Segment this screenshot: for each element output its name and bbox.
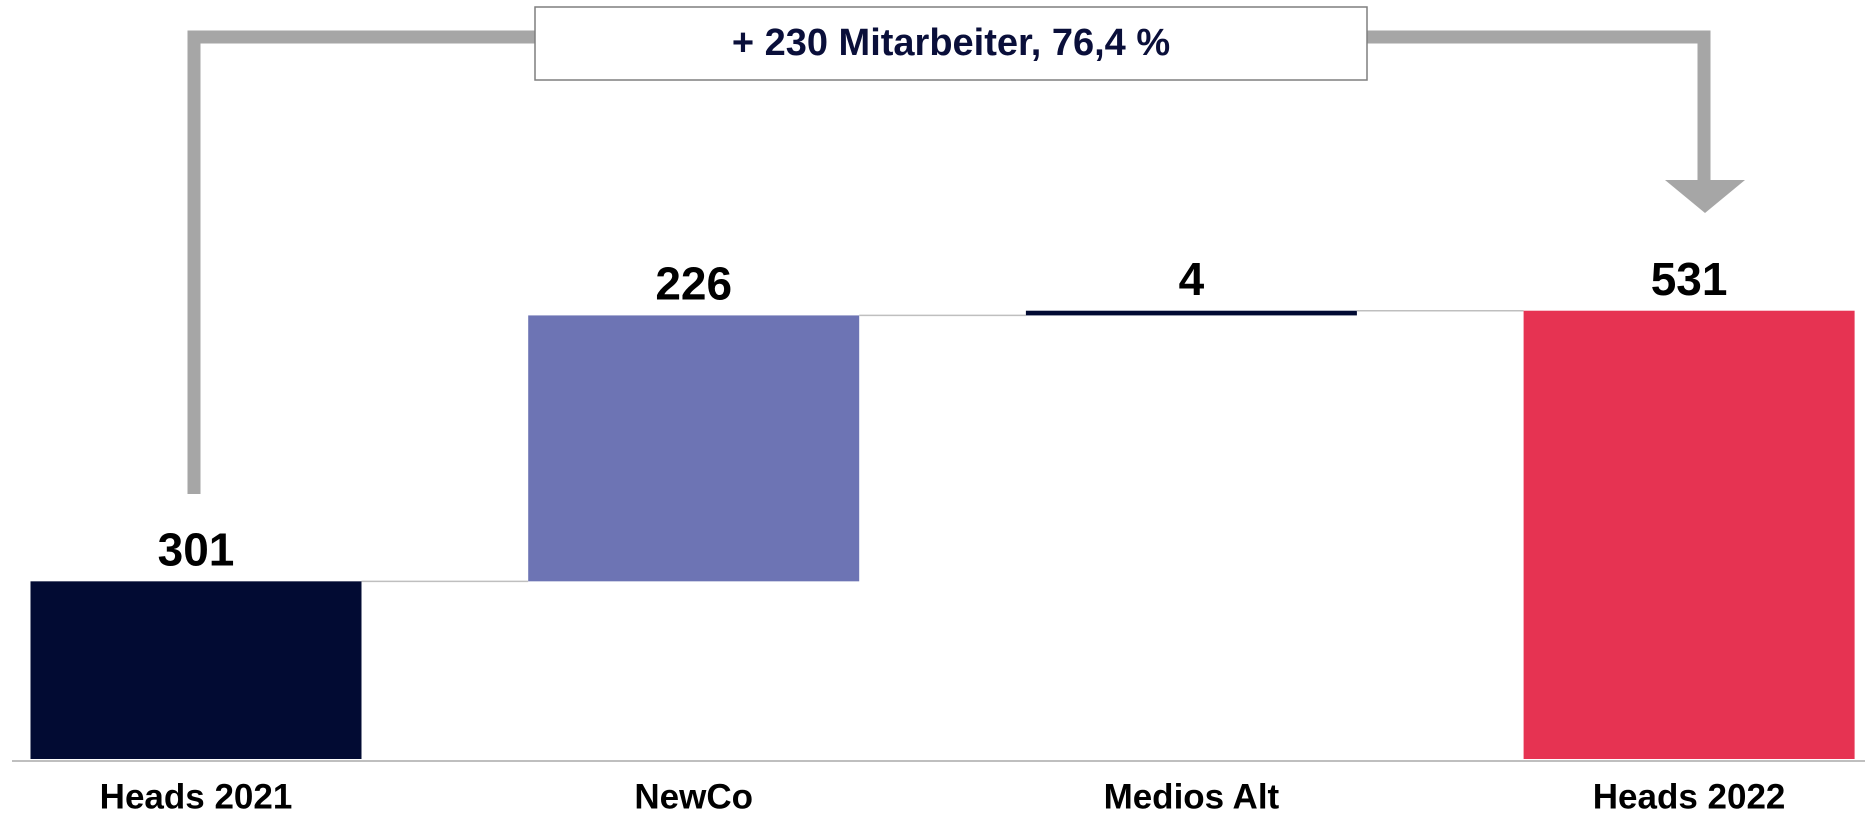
- arrow-head: [1665, 180, 1745, 213]
- x-tick-label: Medios Alt: [1104, 777, 1280, 816]
- x-tick-label: Heads 2021: [100, 777, 293, 816]
- bracket-left: [187, 30, 540, 494]
- annotation-box: [534, 6, 1368, 81]
- x-tick-label: Heads 2022: [1593, 777, 1786, 816]
- value-label: 301: [158, 523, 235, 575]
- bracket-right: [1362, 30, 1711, 185]
- value-label: 531: [1651, 253, 1728, 305]
- bar: [1025, 310, 1357, 316]
- value-label: 226: [655, 258, 732, 310]
- bar: [528, 315, 860, 582]
- x-tick-label: NewCo: [634, 777, 753, 816]
- bar: [30, 581, 362, 759]
- value-label: 4: [1179, 253, 1205, 305]
- bar: [1523, 310, 1855, 759]
- annotation: + 230 Mitarbeiter, 76,4 %: [732, 22, 1170, 64]
